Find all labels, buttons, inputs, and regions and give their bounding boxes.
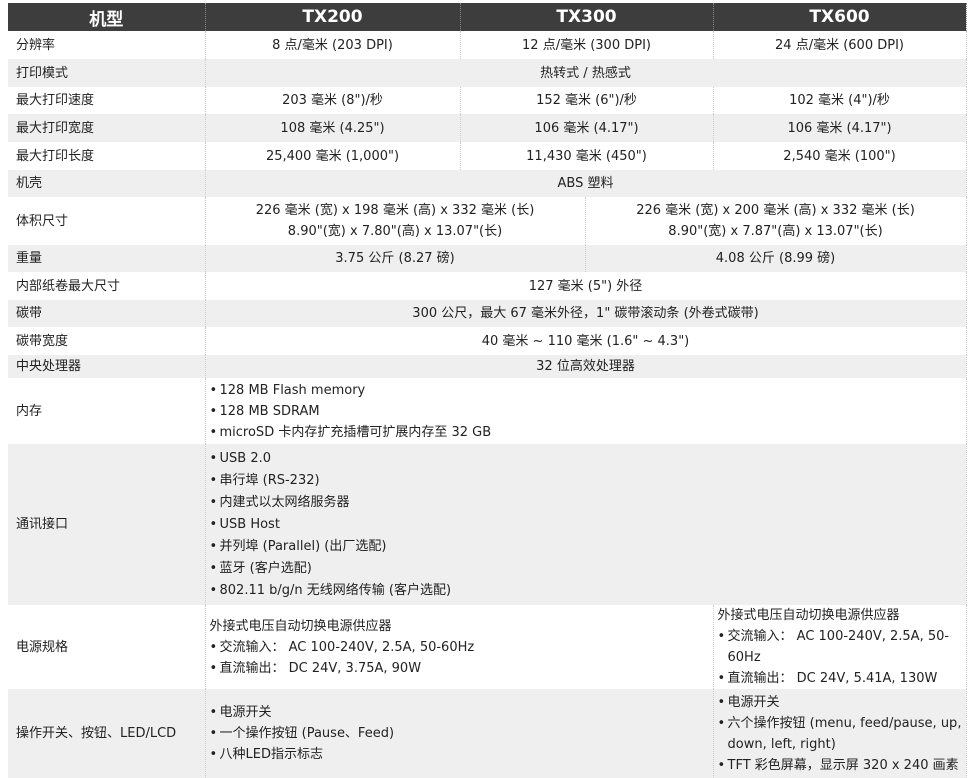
list-item: 128 MB SDRAM — [210, 401, 962, 422]
row-interface: 通讯接口 USB 2.0 串行埠 (RS-232) 内建式以太网络服务器 USB… — [8, 444, 967, 605]
cell-tx200: 8 点/毫米 (203 DPI) — [205, 31, 461, 59]
row-dimensions: 体积尺寸 226 毫米 (宽) x 198 毫米 (高) x 332 毫米 (长… — [8, 197, 967, 245]
list-item: 802.11 b/g/n 无线网络传输 (客户选配) — [210, 580, 962, 602]
row-label: 分辨率 — [8, 31, 206, 59]
row-length: 最大打印长度 25,400 毫米 (1,000") 11,430 毫米 (450… — [8, 142, 967, 170]
list-item: 八种LED指示标志 — [210, 744, 709, 765]
list-item: USB Host — [210, 514, 962, 536]
row-roll: 内部纸卷最大尺寸 127 毫米 (5") 外径 — [8, 272, 967, 300]
header-row: 机型 TX200 TX300 TX600 — [8, 3, 967, 31]
row-speed: 最大打印速度 203 毫米 (8")/秒 152 毫米 (6")/秒 102 毫… — [8, 87, 967, 114]
row-resolution: 分辨率 8 点/毫米 (203 DPI) 12 点/毫米 (300 DPI) 2… — [8, 31, 967, 59]
list-item: 一个操作按钮 (Pause、Feed) — [210, 723, 709, 744]
cell-tx600: 106 毫米 (4.17") — [713, 114, 967, 142]
list-item: USB 2.0 — [210, 448, 962, 470]
list-item: 电源开关 — [718, 692, 962, 713]
row-label: 操作开关、按钮、LED/LCD — [8, 689, 206, 778]
list-item: 交流输入： AC 100-240V, 2.5A, 50-60Hz — [210, 637, 709, 658]
cell-tx300: 152 毫米 (6")/秒 — [460, 87, 714, 114]
list-item: TFT 彩色屏幕，显示屏 320 x 240 画素 — [718, 755, 962, 776]
cell-all: 40 毫米 ~ 110 毫米 (1.6" ~ 4.3") — [205, 327, 967, 355]
cell-tx200: 25,400 毫米 (1,000") — [205, 142, 461, 170]
row-label: 碳带宽度 — [8, 327, 206, 355]
cell-tx200-tx300: 226 毫米 (宽) x 198 毫米 (高) x 332 毫米 (长) 8.90… — [205, 197, 586, 245]
row-controls: 操作开关、按钮、LED/LCD 电源开关 一个操作按钮 (Pause、Feed)… — [8, 689, 967, 778]
row-label: 最大打印速度 — [8, 87, 206, 114]
list-item: 六个操作按钮 (menu, feed/pause, up, down, left… — [718, 713, 962, 755]
cell-tx600: 2,540 毫米 (100") — [713, 142, 967, 170]
spec-table: 机型 TX200 TX300 TX600 分辨率 8 点/毫米 (203 DPI… — [8, 3, 967, 778]
row-label: 内存 — [8, 378, 206, 444]
cell-all: ABS 塑料 — [205, 170, 967, 197]
cell-all: 32 位高效处理器 — [205, 355, 967, 378]
dim-metric: 226 毫米 (宽) x 200 毫米 (高) x 332 毫米 (长) — [636, 203, 915, 218]
header-tx300: TX300 — [460, 3, 714, 31]
cell-tx600: 24 点/毫米 (600 DPI) — [713, 31, 967, 59]
header-tx200: TX200 — [205, 3, 461, 31]
row-print-mode: 打印模式 热转式 / 热感式 — [8, 59, 967, 87]
list-item: 直流输出： DC 24V, 5.41A, 130W — [718, 668, 962, 689]
cell-tx300: 106 毫米 (4.17") — [460, 114, 714, 142]
row-label: 最大打印长度 — [8, 142, 206, 170]
row-label: 打印模式 — [8, 59, 206, 87]
header-tx600: TX600 — [713, 3, 967, 31]
cell-tx200: 108 毫米 (4.25") — [205, 114, 461, 142]
list-item: 蓝牙 (客户选配) — [210, 558, 962, 580]
row-label: 电源规格 — [8, 605, 206, 689]
row-power: 电源规格 外接式电压自动切换电源供应器 交流输入： AC 100-240V, 2… — [8, 605, 967, 689]
row-memory: 内存 128 MB Flash memory 128 MB SDRAM micr… — [8, 378, 967, 444]
row-label: 通讯接口 — [8, 444, 206, 605]
row-housing: 机壳 ABS 塑料 — [8, 170, 967, 197]
cell-tx600: 外接式电压自动切换电源供应器 交流输入： AC 100-240V, 2.5A, … — [713, 605, 967, 689]
header-label: 机型 — [8, 3, 206, 31]
dim-imperial: 8.90"(宽) x 7.80"(高) x 13.07"(长) — [287, 224, 503, 239]
cell-tx600: 4.08 公斤 (8.99 磅) — [585, 245, 967, 272]
list-item: 直流输出： DC 24V, 3.75A, 90W — [210, 658, 709, 679]
row-ribbon: 碳带 300 公尺，最大 67 毫米外径，1" 碳带滚动条 (外卷式碳带) — [8, 300, 967, 327]
list-item: 128 MB Flash memory — [210, 380, 962, 401]
row-label: 重量 — [8, 245, 206, 272]
cell-tx200: 203 毫米 (8")/秒 — [205, 87, 461, 114]
cell-tx200-tx300: 外接式电压自动切换电源供应器 交流输入： AC 100-240V, 2.5A, … — [205, 605, 714, 689]
cell-all: 300 公尺，最大 67 毫米外径，1" 碳带滚动条 (外卷式碳带) — [205, 300, 967, 327]
list-item: 并列埠 (Parallel) (出厂选配) — [210, 536, 962, 558]
cell-all: USB 2.0 串行埠 (RS-232) 内建式以太网络服务器 USB Host… — [205, 444, 967, 605]
cell-tx600: 226 毫米 (宽) x 200 毫米 (高) x 332 毫米 (长) 8.90… — [585, 197, 967, 245]
cell-all: 128 MB Flash memory 128 MB SDRAM microSD… — [205, 378, 967, 444]
dim-imperial: 8.90"(宽) x 7.87"(高) x 13.07"(长) — [668, 224, 883, 239]
row-weight: 重量 3.75 公斤 (8.27 磅) 4.08 公斤 (8.99 磅) — [8, 245, 967, 272]
list-item: 交流输入： AC 100-240V, 2.5A, 50-60Hz — [718, 626, 962, 668]
list-item: 内建式以太网络服务器 — [210, 492, 962, 514]
row-label: 体积尺寸 — [8, 197, 206, 245]
list-item: microSD 卡内存扩充插槽可扩展内存至 32 GB — [210, 422, 962, 443]
row-ribbon-width: 碳带宽度 40 毫米 ~ 110 毫米 (1.6" ~ 4.3") — [8, 327, 967, 355]
row-label: 内部纸卷最大尺寸 — [8, 272, 206, 300]
cell-tx200-tx300: 3.75 公斤 (8.27 磅) — [205, 245, 586, 272]
cell-tx200-tx300: 电源开关 一个操作按钮 (Pause、Feed) 八种LED指示标志 — [205, 689, 714, 778]
row-label: 机壳 — [8, 170, 206, 197]
row-cpu: 中央处理器 32 位高效处理器 — [8, 355, 967, 378]
cell-tx300: 12 点/毫米 (300 DPI) — [460, 31, 714, 59]
cell-tx600: 102 毫米 (4")/秒 — [713, 87, 967, 114]
list-item: 电源开关 — [210, 702, 709, 723]
row-label: 碳带 — [8, 300, 206, 327]
cell-all: 热转式 / 热感式 — [205, 59, 967, 87]
cell-all: 127 毫米 (5") 外径 — [205, 272, 967, 300]
row-label: 最大打印宽度 — [8, 114, 206, 142]
list-item: 串行埠 (RS-232) — [210, 470, 962, 492]
cell-tx300: 11,430 毫米 (450") — [460, 142, 714, 170]
power-title: 外接式电压自动切换电源供应器 — [209, 618, 392, 634]
row-width: 最大打印宽度 108 毫米 (4.25") 106 毫米 (4.17") 106… — [8, 114, 967, 142]
row-label: 中央处理器 — [8, 355, 206, 378]
dim-metric: 226 毫米 (宽) x 198 毫米 (高) x 332 毫米 (长) — [255, 203, 535, 218]
cell-tx600: 电源开关 六个操作按钮 (menu, feed/pause, up, down,… — [713, 689, 967, 778]
power-title: 外接式电压自动切换电源供应器 — [717, 608, 900, 623]
